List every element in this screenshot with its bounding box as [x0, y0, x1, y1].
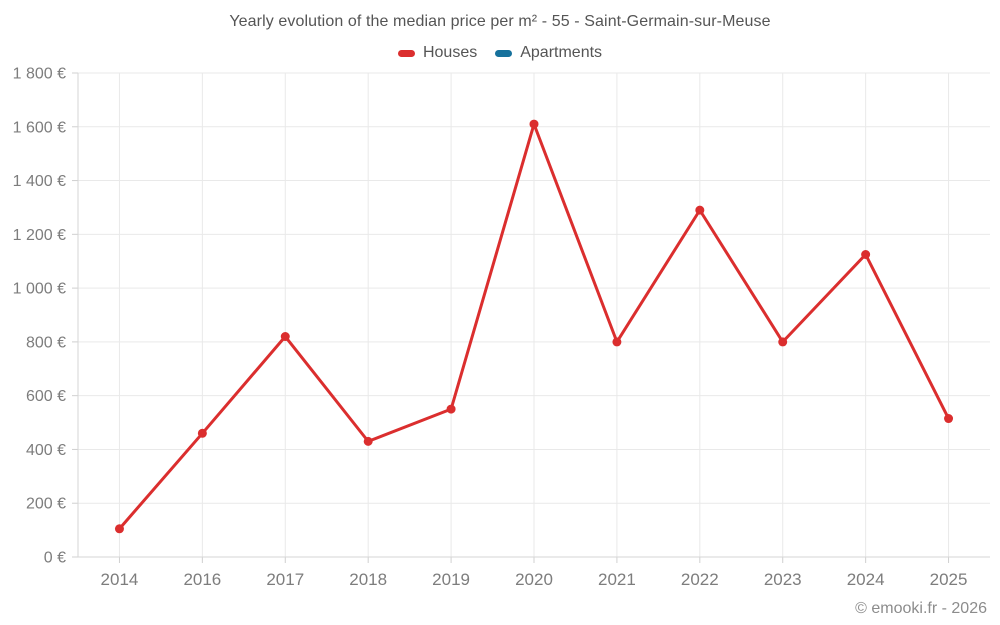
axis-labels: 0 € 200 € 400 € 600 € 800 € 1 000 € 1 200 € 1 4…: [13, 66, 968, 590]
y-axis-label: 600 €: [26, 388, 66, 405]
y-axis-label: 1 000 €: [13, 281, 66, 298]
y-axis-label: 1 600 €: [13, 119, 66, 136]
y-axis-label: 1 800 €: [13, 66, 66, 83]
legend-label-houses: Houses: [422, 44, 478, 61]
data-point-houses-2018[interactable]: [363, 436, 373, 446]
x-axis-label: 2017: [266, 570, 304, 589]
x-axis-label: 2024: [847, 570, 885, 589]
y-axis-label: 0 €: [44, 550, 66, 567]
y-axis-label: 1 200 €: [13, 227, 66, 244]
y-axis-label: 400 €: [26, 442, 66, 459]
y-axis-label: 200 €: [26, 496, 66, 513]
data-point-houses-2025[interactable]: [944, 414, 954, 424]
data-point-houses-2021[interactable]: [612, 337, 622, 347]
data-point-houses-2020[interactable]: [529, 119, 539, 129]
gridlines: [78, 72, 990, 557]
apartments-legend-swatch-icon: [495, 49, 513, 57]
y-axis-label: 1 400 €: [13, 173, 66, 190]
data-point-houses-2024[interactable]: [861, 250, 871, 259]
data-point-houses-2022[interactable]: [695, 205, 705, 215]
data-point-houses-2016[interactable]: [197, 428, 207, 438]
legend-item-houses[interactable]: Houses: [397, 44, 478, 62]
copyright-footer: © emooki.fr - 2026: [855, 600, 987, 617]
chart-title: Yearly evolution of the median price per…: [229, 13, 771, 30]
series-layer: [114, 119, 954, 534]
x-axis-label: 2020: [515, 570, 553, 589]
x-axis-label: 2014: [101, 570, 139, 589]
data-point-houses-2023[interactable]: [778, 337, 788, 347]
x-axis-label: 2023: [764, 570, 802, 589]
data-point-houses-2019[interactable]: [446, 404, 456, 414]
legend-item-apartments[interactable]: Apartments: [495, 44, 602, 62]
axes: [72, 72, 990, 563]
data-point-houses-2014[interactable]: [114, 524, 124, 534]
houses-legend-swatch-icon: [397, 49, 415, 57]
legend-label-apartments: Apartments: [520, 44, 603, 61]
chart-legend: Houses Apartments: [0, 44, 1000, 62]
x-axis-label: 2025: [930, 570, 968, 589]
x-axis-label: 2021: [598, 570, 636, 589]
data-point-houses-2017[interactable]: [280, 332, 290, 342]
x-axis-label: 2022: [681, 570, 719, 589]
x-axis-label: 2019: [432, 570, 470, 589]
x-axis-label: 2016: [183, 570, 221, 589]
x-axis-label: 2018: [349, 570, 387, 589]
y-axis-label: 800 €: [26, 334, 66, 351]
